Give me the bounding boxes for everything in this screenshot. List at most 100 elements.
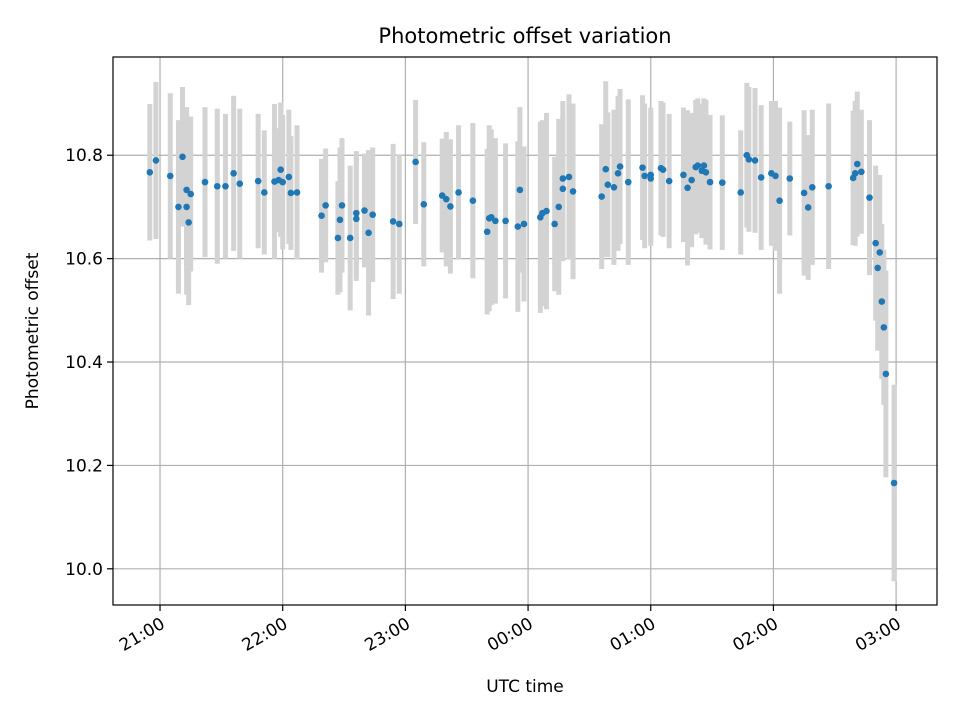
y-axis-label: Photometric offset xyxy=(23,252,43,409)
x-tick-label: 00:00 xyxy=(484,614,536,656)
data-point xyxy=(555,203,563,211)
data-point xyxy=(866,194,873,201)
data-point xyxy=(322,202,329,209)
data-point xyxy=(287,189,295,197)
data-point xyxy=(751,157,759,164)
data-point xyxy=(146,168,154,176)
data-point xyxy=(700,162,708,169)
x-tick-label: 21:00 xyxy=(116,614,168,656)
data-point xyxy=(395,220,403,228)
data-point xyxy=(624,178,632,186)
chart-title: Photometric offset variation xyxy=(378,24,671,48)
data-point xyxy=(602,165,610,173)
data-point xyxy=(665,177,673,185)
data-point xyxy=(559,185,567,193)
data-point xyxy=(825,182,832,190)
data-point xyxy=(338,202,346,209)
data-point xyxy=(808,183,816,191)
data-point xyxy=(412,158,419,166)
data-point xyxy=(222,182,229,190)
data-point xyxy=(442,195,450,203)
x-tick-label: 03:00 xyxy=(852,614,904,656)
data-point xyxy=(261,189,268,196)
data-point xyxy=(604,181,612,188)
data-point xyxy=(543,207,550,215)
data-point xyxy=(369,211,376,218)
data-point xyxy=(598,193,605,200)
error-bars xyxy=(147,81,897,582)
data-point xyxy=(882,370,890,378)
data-point xyxy=(786,175,794,182)
y-tick-label: 10.6 xyxy=(65,250,103,270)
data-point xyxy=(694,162,702,169)
data-point xyxy=(183,186,190,194)
x-tick-label: 22:00 xyxy=(239,614,291,656)
data-point xyxy=(858,168,865,176)
data-point xyxy=(514,223,522,230)
data-point xyxy=(880,324,888,331)
y-tick-label: 10.4 xyxy=(65,353,103,373)
data-point xyxy=(201,178,209,186)
data-point xyxy=(353,215,360,223)
data-point xyxy=(684,184,691,192)
y-tick-label: 10.0 xyxy=(65,560,103,580)
data-point xyxy=(890,479,898,487)
data-point xyxy=(551,220,558,228)
data-point xyxy=(318,212,325,220)
data-point xyxy=(745,156,753,163)
data-point xyxy=(185,219,192,226)
data-point xyxy=(187,190,194,198)
x-tick-label: 02:00 xyxy=(729,614,781,656)
data-point xyxy=(179,153,186,161)
data-point xyxy=(614,170,622,177)
data-point xyxy=(293,189,301,196)
data-point xyxy=(492,217,499,225)
data-point xyxy=(183,203,190,211)
data-point xyxy=(641,172,648,180)
data-point xyxy=(277,166,284,174)
y-axis: 10.0 10.2 10.4 10.6 10.8 xyxy=(65,146,113,580)
y-tick-label: 10.8 xyxy=(65,146,103,166)
plot-frame xyxy=(112,56,938,606)
data-point xyxy=(346,234,354,242)
x-tick-label: 01:00 xyxy=(607,614,659,656)
data-point xyxy=(702,168,710,176)
y-tick-label: 10.2 xyxy=(65,456,103,476)
data-point xyxy=(516,186,524,194)
data-point xyxy=(804,204,812,211)
data-point xyxy=(559,175,567,182)
data-point xyxy=(878,298,886,305)
data-point xyxy=(166,172,174,180)
data-point xyxy=(175,203,182,211)
data-point xyxy=(285,173,293,181)
data-point xyxy=(616,163,624,170)
data-point xyxy=(254,177,262,185)
data-point xyxy=(447,203,454,210)
data-point xyxy=(680,171,687,179)
data-point xyxy=(365,229,372,237)
data-point xyxy=(565,173,573,181)
x-axis: 21:00 22:00 23:00 00:00 01:00 02:00 03:00 xyxy=(116,605,905,656)
data-point xyxy=(706,178,714,186)
x-axis-label: UTC time xyxy=(486,677,564,697)
data-point xyxy=(772,172,779,180)
data-point xyxy=(230,170,237,177)
data-point xyxy=(851,170,859,177)
data-points xyxy=(146,151,898,487)
data-point xyxy=(872,239,879,247)
data-point xyxy=(719,179,726,186)
data-point xyxy=(776,197,783,205)
data-point xyxy=(455,189,462,196)
data-point xyxy=(336,216,344,224)
data-point xyxy=(389,218,397,225)
x-tick-label: 23:00 xyxy=(361,614,413,656)
data-point xyxy=(800,189,808,197)
data-point xyxy=(213,182,221,190)
data-point xyxy=(353,209,360,217)
data-point xyxy=(334,234,342,242)
data-point xyxy=(502,217,509,225)
data-point xyxy=(420,201,428,208)
data-point xyxy=(520,220,528,228)
data-point xyxy=(279,178,287,186)
